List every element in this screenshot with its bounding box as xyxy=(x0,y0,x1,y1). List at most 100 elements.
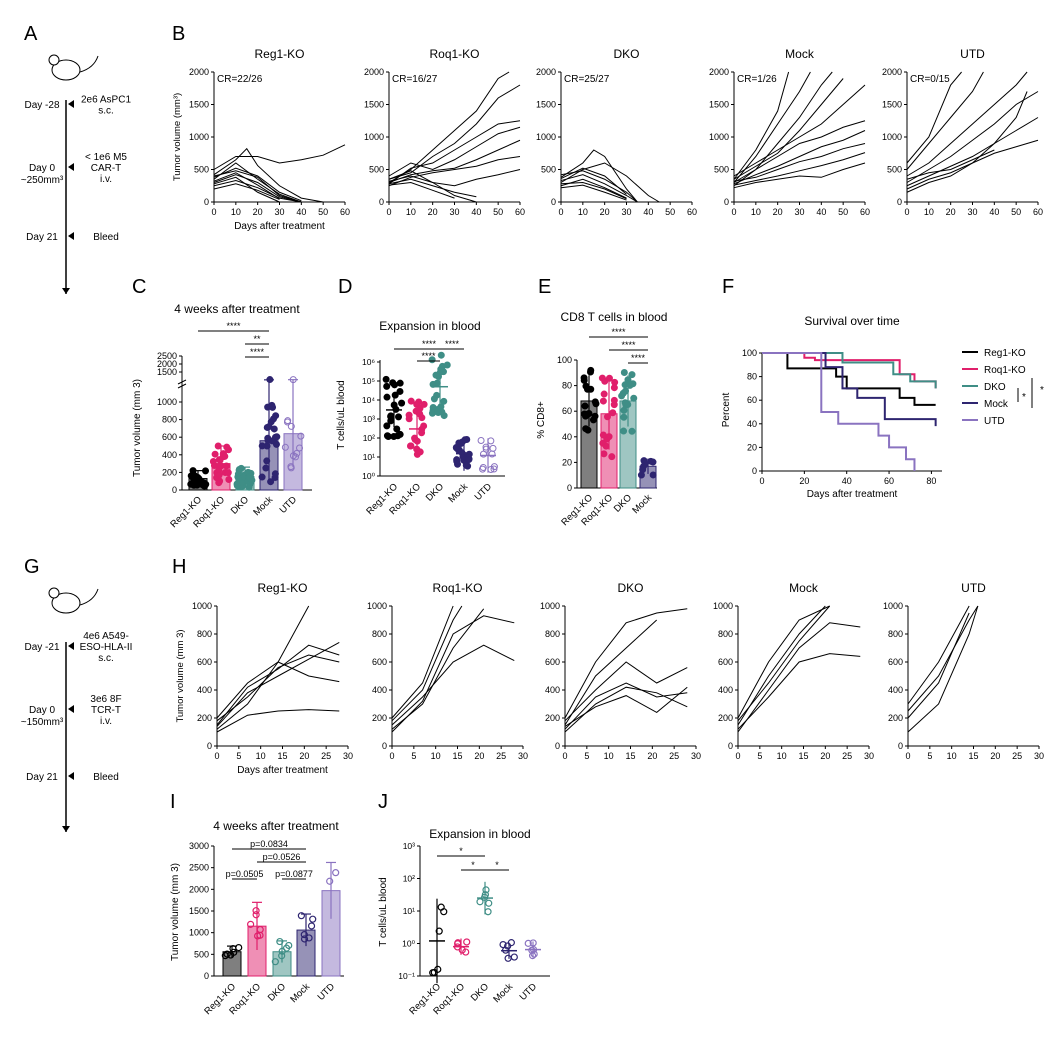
y-tick-label: 10¹ xyxy=(403,906,415,916)
significance-label: * xyxy=(495,860,499,870)
panel-title: Expansion in blood xyxy=(379,319,480,333)
category-label: Mock xyxy=(491,981,515,1005)
data-point xyxy=(637,471,645,479)
category-label: DKO xyxy=(266,981,288,1003)
series-line xyxy=(737,605,831,722)
x-tick-label: 10 xyxy=(751,207,761,217)
data-point xyxy=(396,387,404,395)
data-point xyxy=(284,417,292,425)
data-point xyxy=(235,943,243,952)
data-point xyxy=(297,912,305,920)
y-tick-label: 800 xyxy=(372,629,387,639)
significance-label: p=0.0877 xyxy=(275,869,313,879)
panel-letter: J xyxy=(378,791,388,813)
panel-title: Roq1-KO xyxy=(429,47,479,61)
y-tick-label: 500 xyxy=(541,165,556,175)
series-line xyxy=(560,167,627,195)
data-point xyxy=(292,453,300,461)
y-tick-label: 1000 xyxy=(713,601,733,611)
x-tick-label: 25 xyxy=(496,751,506,761)
data-point xyxy=(437,365,445,373)
significance-label: * xyxy=(459,846,463,856)
y-tick-label: 1000 xyxy=(709,132,729,142)
y-tick-label: 1000 xyxy=(157,397,177,407)
y-tick-label: 1000 xyxy=(192,601,212,611)
data-point xyxy=(383,393,391,401)
timeline-note: ESO-HLA-II xyxy=(80,642,133,653)
y-tick-label: 800 xyxy=(197,629,212,639)
series-line xyxy=(733,130,866,185)
x-tick-label: 0 xyxy=(562,751,567,761)
significance-label: **** xyxy=(250,347,265,357)
y-tick-label: 10⁶ xyxy=(362,357,375,367)
y-tick-label: 400 xyxy=(197,685,212,695)
data-point xyxy=(247,920,255,928)
data-point xyxy=(584,426,592,434)
series-line xyxy=(213,162,302,203)
x-tick-label: 15 xyxy=(277,751,287,761)
data-point xyxy=(300,931,308,939)
data-point xyxy=(428,409,436,417)
data-point xyxy=(383,382,391,390)
data-point xyxy=(591,412,599,420)
series-line xyxy=(564,608,688,719)
data-point xyxy=(223,950,231,958)
y-tick-label: 60 xyxy=(747,395,757,405)
series-line xyxy=(733,143,866,182)
series-line xyxy=(213,147,324,203)
category-label: Mock xyxy=(251,494,275,518)
data-point xyxy=(278,952,286,960)
panel-letter: C xyxy=(132,276,146,298)
timeline-note: < 1e6 M5 xyxy=(85,152,127,163)
timeline-marker-icon xyxy=(68,642,74,650)
series-line xyxy=(388,178,477,198)
series-line xyxy=(391,605,454,719)
y-tick-label: 0 xyxy=(379,197,384,207)
x-tick-label: 5 xyxy=(236,751,241,761)
data-point xyxy=(383,432,391,440)
timeline-day: Day -28 xyxy=(24,100,59,111)
y-tick-label: 0 xyxy=(724,197,729,207)
y-tick-label: 1500 xyxy=(882,100,902,110)
y-tick-label: 400 xyxy=(545,685,560,695)
data-point xyxy=(507,939,515,947)
data-point xyxy=(389,379,397,387)
series-line xyxy=(391,608,485,730)
y-tick-label: 1500 xyxy=(189,906,209,916)
data-point xyxy=(600,450,608,458)
x-tick-label: 10 xyxy=(231,207,241,217)
series-line xyxy=(391,605,463,722)
y-tick-label: 0 xyxy=(172,485,177,495)
y-tick-label: 500 xyxy=(369,165,384,175)
data-point xyxy=(287,464,295,472)
y-tick-label: 0 xyxy=(897,197,902,207)
legend-label: Reg1-KO xyxy=(984,348,1026,359)
panel-letter: G xyxy=(24,556,40,578)
y-tick-label: 400 xyxy=(718,685,733,695)
series-line xyxy=(388,170,477,203)
data-point xyxy=(582,382,590,390)
y-tick-label: 2000 xyxy=(157,359,177,369)
y-tick-label: 800 xyxy=(162,415,177,425)
x-tick-label: 20 xyxy=(253,207,263,217)
y-tick-label: 10⁴ xyxy=(362,395,375,405)
timeline-day: Day 21 xyxy=(26,772,58,783)
data-point xyxy=(221,952,229,960)
y-tick-label: 1000 xyxy=(882,132,902,142)
data-point xyxy=(273,433,281,441)
series-line xyxy=(564,686,688,727)
data-point xyxy=(418,429,426,437)
mouse-tail-icon xyxy=(79,588,99,606)
x-tick-label: 60 xyxy=(884,476,894,486)
cr-label: CR=1/26 xyxy=(737,74,777,85)
data-point xyxy=(221,452,229,460)
panel-title: 4 weeks after treatment xyxy=(174,302,300,316)
panel-title: Mock xyxy=(789,581,819,595)
data-point xyxy=(266,376,274,384)
x-tick-label: 30 xyxy=(518,751,528,761)
x-tick-label: 40 xyxy=(989,207,999,217)
series-line xyxy=(733,152,866,186)
timeline-note: 4e6 A549- xyxy=(83,631,129,642)
x-tick-label: 5 xyxy=(757,751,762,761)
y-axis-label: Tumor volume (mm 3) xyxy=(175,629,186,722)
